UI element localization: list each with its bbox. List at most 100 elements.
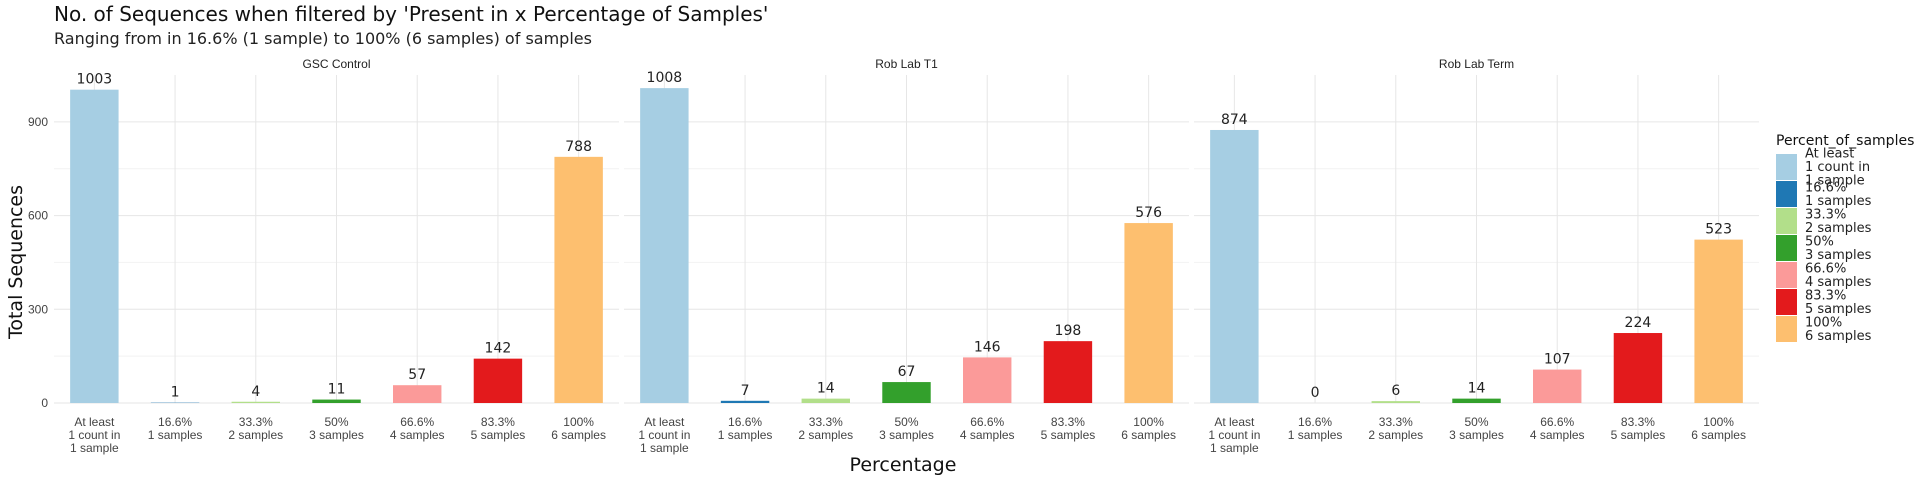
legend-item: 100% 6 samples — [1776, 315, 1872, 344]
bar — [720, 400, 770, 403]
data-label: 14 — [1468, 381, 1486, 397]
facet-panel: GSC Control 1003 At least 1 count in 1 sampl… — [54, 57, 619, 455]
bar — [70, 89, 119, 403]
bar — [1533, 369, 1582, 403]
data-label: 523 — [1705, 222, 1732, 238]
facet-panel: Rob Lab T1 1008 At least 1 count in 1 sample… — [624, 57, 1189, 455]
bar — [1043, 341, 1093, 403]
x-tick-label: 16.6% 1 samples — [1288, 415, 1343, 442]
bar — [312, 399, 361, 403]
y-axis: 0 300 600 900 — [28, 115, 48, 410]
x-tick-label: 16.6% 1 samples — [148, 415, 203, 442]
x-tick-label: At least 1 count in 1 sample — [68, 415, 120, 455]
data-label: 7 — [741, 383, 750, 399]
bar — [554, 156, 603, 403]
x-tick-label: At least 1 count in 1 sample — [638, 415, 690, 455]
data-label: 224 — [1625, 315, 1652, 331]
legend-title: Percent_of_samples — [1776, 133, 1914, 149]
bar — [393, 385, 442, 403]
data-label: 1 — [171, 385, 180, 401]
data-label: 146 — [974, 339, 1001, 355]
legend-label: At least 1 count in 1 sample — [1805, 147, 1870, 189]
legend-key — [1776, 235, 1797, 261]
facet-panel: Rob Lab Term 874 At least 1 count in 1 sampl… — [1194, 57, 1759, 455]
y-tick-label: 600 — [28, 209, 48, 223]
legend-item: 83.3% 5 samples — [1776, 288, 1872, 317]
x-tick-label: 66.6% 4 samples — [960, 415, 1015, 442]
data-label: 6 — [1391, 383, 1400, 399]
facet-strip-label: GSC Control — [302, 57, 370, 71]
facet-strip-label: Rob Lab T1 — [875, 57, 938, 71]
legend-label: 33.3% 2 samples — [1805, 207, 1872, 236]
legend-item: 50% 3 samples — [1776, 234, 1872, 263]
bar — [1210, 129, 1259, 403]
data-label: 142 — [485, 341, 512, 357]
x-tick-label: 16.6% 1 samples — [718, 415, 773, 442]
legend-key — [1776, 154, 1797, 180]
y-tick-label: 300 — [28, 302, 48, 316]
facet-strip-label: Rob Lab Term — [1439, 57, 1514, 71]
x-tick-label: At least 1 count in 1 sample — [1208, 415, 1260, 455]
bar — [1124, 223, 1173, 403]
legend-item: 16.6% 1 samples — [1776, 180, 1872, 209]
facet-panels: GSC Control 1003 At least 1 count in 1 sampl… — [54, 57, 1759, 455]
chart-title: No. of Sequences when filtered by 'Prese… — [54, 2, 768, 26]
legend-label: 16.6% 1 samples — [1805, 180, 1872, 209]
data-label: 1008 — [647, 70, 683, 86]
x-tick-label: 50% 3 samples — [879, 415, 934, 442]
data-label: 1003 — [77, 72, 113, 88]
y-tick-label: 0 — [41, 396, 48, 410]
legend-label: 100% 6 samples — [1805, 315, 1872, 344]
bar — [1613, 333, 1663, 403]
x-tick-label: 83.3% 5 samples — [1041, 415, 1096, 442]
legend-key — [1776, 181, 1797, 207]
legend-label: 50% 3 samples — [1805, 234, 1872, 263]
x-tick-label: 83.3% 5 samples — [1611, 415, 1666, 442]
data-label: 107 — [1544, 352, 1571, 368]
x-tick-label: 50% 3 samples — [1449, 415, 1504, 442]
legend-key — [1776, 289, 1797, 315]
bar — [882, 382, 931, 403]
legend-item: 33.3% 2 samples — [1776, 207, 1872, 236]
data-label: 198 — [1055, 323, 1082, 339]
x-tick-label: 100% 6 samples — [1691, 415, 1746, 442]
bar — [1452, 398, 1501, 403]
legend-key — [1776, 262, 1797, 288]
bar — [963, 357, 1012, 403]
x-tick-label: 66.6% 4 samples — [390, 415, 445, 442]
x-tick-label: 33.3% 2 samples — [1368, 415, 1423, 442]
bar — [473, 358, 523, 403]
bar — [1371, 401, 1420, 403]
legend-label: 83.3% 5 samples — [1805, 288, 1872, 317]
bar — [640, 88, 689, 404]
bar — [801, 398, 850, 403]
data-label: 14 — [817, 381, 835, 397]
data-label: 576 — [1135, 205, 1162, 221]
legend: Percent_of_samples At least 1 count in 1 s… — [1776, 133, 1914, 344]
data-label: 788 — [565, 139, 592, 155]
x-tick-label: 66.6% 4 samples — [1530, 415, 1585, 442]
x-tick-label: 50% 3 samples — [309, 415, 364, 442]
x-tick-label: 100% 6 samples — [1121, 415, 1176, 442]
bar — [231, 401, 280, 403]
y-tick-label: 900 — [28, 115, 48, 129]
y-axis-title: Total Sequences — [5, 185, 27, 340]
data-label: 874 — [1221, 112, 1248, 128]
legend-key — [1776, 316, 1797, 342]
data-label: 0 — [1311, 385, 1320, 401]
x-tick-label: 83.3% 5 samples — [471, 415, 526, 442]
x-tick-label: 100% 6 samples — [551, 415, 606, 442]
legend-item: At least 1 count in 1 sample — [1776, 147, 1870, 189]
chart-subtitle: Ranging from in 16.6% (1 sample) to 100%… — [54, 29, 592, 48]
bar — [1694, 239, 1743, 403]
legend-key — [1776, 208, 1797, 234]
x-tick-label: 33.3% 2 samples — [228, 415, 283, 442]
x-tick-label: 33.3% 2 samples — [798, 415, 853, 442]
data-label: 57 — [408, 367, 426, 383]
legend-label: 66.6% 4 samples — [1805, 261, 1872, 290]
x-axis-title: Percentage — [850, 454, 957, 476]
legend-item: 66.6% 4 samples — [1776, 261, 1872, 290]
data-label: 67 — [898, 364, 916, 380]
data-label: 4 — [251, 384, 260, 400]
